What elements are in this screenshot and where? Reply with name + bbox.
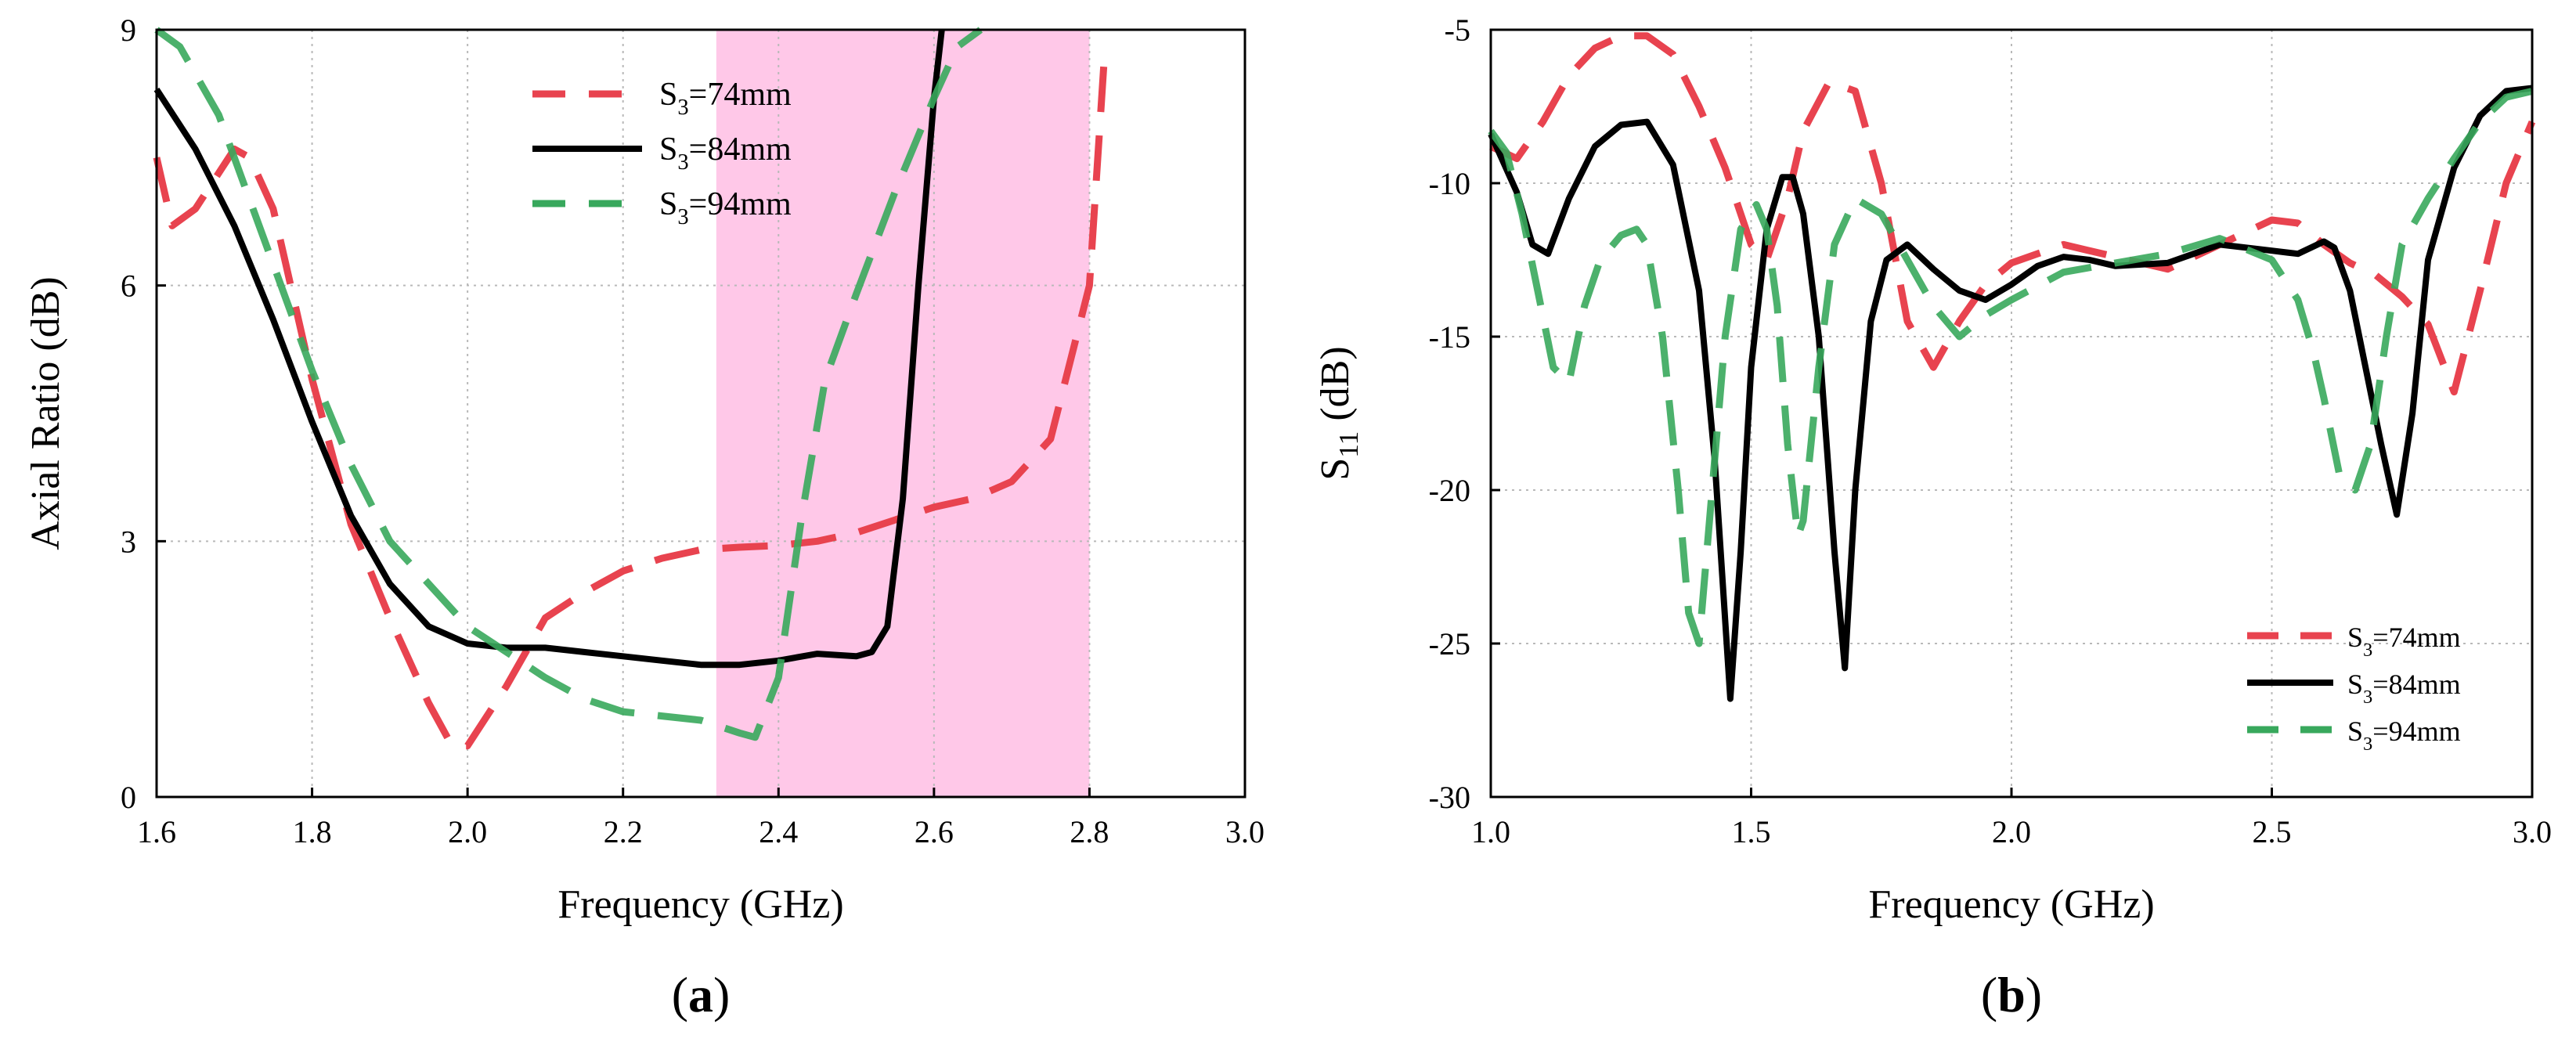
x-tick-label: 1.0 [1471, 814, 1510, 849]
x-tick-label: 2.4 [759, 814, 798, 849]
x-axis-title: Frequency (GHz) [557, 882, 843, 927]
series-line-94mm [154, 27, 983, 741]
x-tick-label: 2.0 [1992, 814, 2031, 849]
panel-label: (a) [672, 967, 731, 1022]
x-tick-label: 3.0 [2513, 814, 2552, 849]
legend-label: S3=74mm [659, 77, 792, 120]
x-tick-label: 1.8 [293, 814, 332, 849]
y-axis-title: S11 (dB) [1313, 346, 1364, 480]
panel-label: (b) [1981, 967, 2042, 1022]
y-tick-label: 0 [121, 780, 136, 815]
legend-label: S3=74mm [2347, 622, 2461, 661]
x-tick-label: 1.5 [1732, 814, 1771, 849]
y-tick-label: -25 [1429, 626, 1470, 662]
y-tick-label: 9 [121, 13, 136, 48]
y-axis-title: Axial Ratio (dB) [23, 276, 68, 550]
legend-label: S3=94mm [659, 186, 792, 229]
legend-label: S3=84mm [2347, 669, 2461, 708]
series-line-94mm [1488, 88, 2534, 647]
y-tick-label: -10 [1429, 166, 1470, 201]
y-tick-label: 3 [121, 524, 136, 559]
series-line-84mm [153, 29, 945, 669]
y-tick-label: -15 [1429, 319, 1470, 355]
legend-label: S3=94mm [2347, 716, 2461, 755]
x-axis-title: Frequency (GHz) [1868, 882, 2154, 927]
x-tick-label: 2.0 [448, 814, 487, 849]
x-tick-label: 3.0 [1225, 814, 1265, 849]
x-tick-label: 1.6 [137, 814, 176, 849]
y-tick-label: -20 [1429, 473, 1470, 508]
x-tick-label: 2.5 [2253, 814, 2292, 849]
y-tick-label: -30 [1429, 780, 1470, 815]
x-tick-label: 2.6 [915, 814, 954, 849]
series-line-84mm [1488, 85, 2533, 702]
chart-a: 1.6 1.8 2.0 2.2 2.4 2.6 2.8 3.0 0 3 6 9 Frequency (G… [23, 13, 1265, 1022]
x-tick-label: 2.2 [604, 814, 643, 849]
x-tick-label: 2.8 [1070, 814, 1109, 849]
chart-b: 1.0 1.5 2.0 2.5 3.0 -30 -25 -20 -15 -10 -5 Frequenc… [1313, 13, 2552, 1022]
y-tick-label: -5 [1445, 13, 1470, 48]
plot-frame [155, 28, 1247, 799]
legend-label: S3=84mm [659, 132, 792, 175]
series-line-74mm [153, 46, 1109, 750]
series-line-74mm [1489, 32, 2536, 396]
y-tick-label: 6 [121, 269, 136, 304]
